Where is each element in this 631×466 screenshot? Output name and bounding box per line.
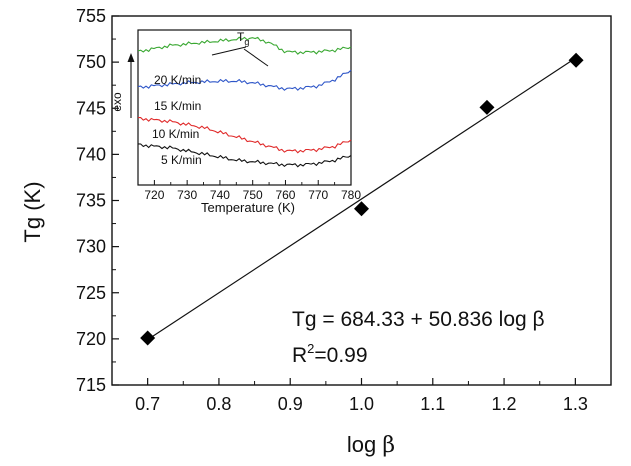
- inset-x-axis-label: Temperature (K): [201, 200, 295, 215]
- y-tick-label: 725: [76, 283, 106, 303]
- tg-tangent-line-2: [243, 48, 269, 67]
- y-tick-label: 740: [76, 144, 106, 164]
- y-tick-label: 750: [76, 52, 106, 72]
- inset-dsc-chart: 720 730 740 750 760 770 780 Temperature (K) ex…: [110, 29, 361, 215]
- series-label-10: 10 K/min: [152, 127, 199, 141]
- x-tick-label: 0.9: [278, 394, 303, 414]
- data-point: [354, 201, 369, 217]
- y-tick-label: 735: [76, 191, 106, 211]
- x-tick-label: 1.0: [349, 394, 374, 414]
- exo-arrow-head: [127, 53, 135, 62]
- main-x-axis: 0.7 0.8 0.9 1.0 1.1 1.2 1.3: [135, 378, 588, 414]
- r-squared: R2=0.99: [292, 341, 368, 367]
- data-point: [140, 330, 156, 346]
- inset-x-tick-label: 750: [243, 188, 263, 202]
- y-tick-label: 720: [76, 329, 106, 349]
- inset-x-tick-label: 730: [177, 188, 197, 202]
- data-point: [568, 52, 584, 68]
- exo-label: exo: [110, 92, 124, 112]
- inset-x-tick-label: 760: [275, 188, 295, 202]
- x-tick-label: 0.7: [135, 394, 160, 414]
- dsc-curve: [138, 117, 352, 154]
- x-tick-label: 1.1: [420, 394, 445, 414]
- main-y-axis: 715 720 725 730 735 740 745 750 755: [76, 6, 119, 395]
- y-tick-label: 745: [76, 98, 106, 118]
- fit-equation: Tg = 684.33 + 50.836 log β: [292, 308, 545, 331]
- dsc-curve: [137, 36, 352, 55]
- series-label-20: 20 K/min: [154, 73, 201, 87]
- tg-tangent-line-1: [211, 46, 247, 56]
- x-tick-label: 1.2: [492, 394, 517, 414]
- inset-x-tick-label: 720: [144, 188, 164, 202]
- dsc-curve: [137, 143, 352, 168]
- dsc-curve: [137, 69, 352, 91]
- x-tick-label: 1.3: [563, 394, 588, 414]
- dsc-curves: [137, 36, 352, 168]
- inset-plot-area: [137, 29, 352, 186]
- linear-fit-line: [147, 57, 577, 341]
- tg-marker-label: Tg: [237, 30, 249, 47]
- inset-x-tick-label: 780: [341, 188, 361, 202]
- data-point: [479, 99, 495, 115]
- y-tick-label: 730: [76, 237, 106, 257]
- y-tick-label: 755: [76, 6, 106, 26]
- data-points: [140, 52, 584, 346]
- x-axis-label: log β: [347, 432, 395, 458]
- inset-x-tick-label: 740: [210, 188, 230, 202]
- x-tick-label: 0.8: [206, 394, 231, 414]
- y-tick-label: 715: [76, 375, 106, 395]
- inset-x-axis: 720 730 740 750 760 770 780: [144, 180, 361, 202]
- y-axis-label: Tg (K): [20, 181, 45, 242]
- series-label-5: 5 K/min: [161, 153, 202, 167]
- series-label-15: 15 K/min: [154, 99, 201, 113]
- inset-x-tick-label: 770: [308, 188, 328, 202]
